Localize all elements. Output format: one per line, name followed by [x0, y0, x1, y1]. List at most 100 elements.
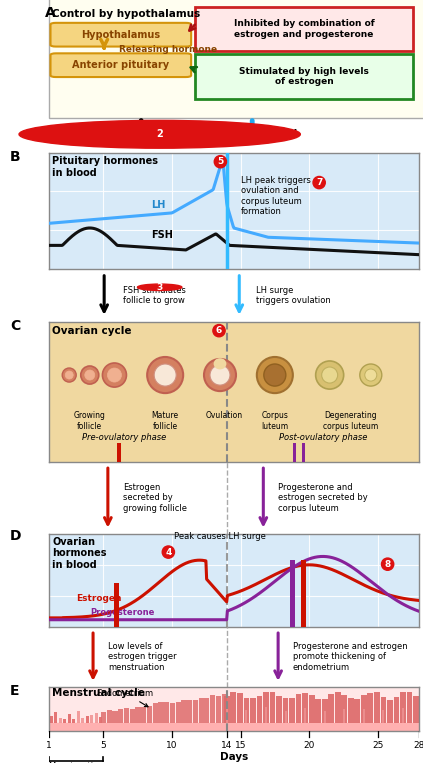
Text: Peak causes LH surge: Peak causes LH surge [174, 532, 266, 541]
Text: 5: 5 [101, 741, 106, 749]
Text: 1: 1 [46, 741, 52, 749]
FancyBboxPatch shape [50, 23, 191, 47]
Bar [309, 696, 315, 723]
Bar [374, 693, 380, 723]
Text: B: B [10, 150, 20, 164]
Bar [50, 716, 53, 723]
Bar [63, 719, 66, 723]
Bar [95, 713, 98, 723]
Bar [129, 709, 135, 723]
Bar [263, 692, 269, 723]
FancyBboxPatch shape [49, 0, 423, 118]
Ellipse shape [102, 363, 126, 387]
Bar [335, 692, 341, 723]
Text: Mature
follicle: Mature follicle [151, 411, 179, 431]
Bar [49, 723, 419, 731]
Bar [170, 703, 175, 723]
Bar [257, 696, 262, 723]
Ellipse shape [107, 368, 121, 382]
Ellipse shape [204, 359, 236, 391]
Bar [90, 715, 93, 723]
Bar [135, 707, 140, 723]
Ellipse shape [360, 364, 382, 386]
Bar [101, 712, 106, 723]
Bar [204, 698, 209, 723]
Bar [55, 713, 58, 723]
Bar [289, 698, 295, 723]
Bar [244, 697, 249, 723]
Text: LH surge
triggers ovulation: LH surge triggers ovulation [256, 285, 331, 305]
Bar [368, 693, 373, 723]
Bar [354, 700, 360, 723]
Bar [216, 696, 221, 723]
Bar [265, 707, 267, 723]
Ellipse shape [65, 371, 73, 379]
Text: Ovulation: Ovulation [206, 411, 243, 420]
Bar [407, 692, 412, 723]
Bar [187, 700, 192, 723]
Text: Inhibited by combination of
estrogen and progesterone: Inhibited by combination of estrogen and… [233, 19, 374, 39]
Ellipse shape [85, 370, 95, 380]
Text: Endometrium: Endometrium [96, 688, 154, 707]
Bar [118, 710, 124, 723]
Text: Control by hypothalamus: Control by hypothalamus [52, 8, 201, 19]
FancyBboxPatch shape [301, 560, 306, 627]
FancyBboxPatch shape [115, 582, 119, 627]
Bar [99, 716, 102, 723]
Bar [68, 713, 71, 723]
Ellipse shape [62, 368, 76, 382]
Text: FSH: FSH [151, 230, 173, 240]
Text: D: D [10, 530, 21, 543]
Bar [222, 694, 227, 723]
Bar [302, 693, 308, 723]
Text: Progesterone and estrogen
promote thickening of
endometrium: Progesterone and estrogen promote thicke… [293, 642, 407, 672]
Bar [402, 707, 404, 723]
Bar [400, 692, 406, 723]
Ellipse shape [210, 365, 230, 385]
Bar [231, 692, 236, 723]
Ellipse shape [154, 364, 176, 386]
Bar [315, 699, 321, 723]
Bar [226, 710, 228, 723]
Bar [363, 709, 365, 723]
Text: Low levels of
estrogen trigger
menstruation: Low levels of estrogen trigger menstruat… [108, 642, 176, 672]
Bar [153, 703, 158, 723]
Ellipse shape [316, 361, 343, 389]
Bar [324, 711, 326, 723]
Text: 3: 3 [157, 283, 163, 291]
Text: LH: LH [151, 200, 166, 211]
Bar [285, 710, 287, 723]
Bar [158, 703, 164, 723]
Text: Days: Days [220, 752, 248, 761]
Bar [86, 716, 89, 723]
Text: LH peak triggers
ovulation and
corpus luteum
formation: LH peak triggers ovulation and corpus lu… [241, 175, 310, 216]
Text: Corpus
luteum: Corpus luteum [261, 411, 288, 431]
Text: Degenerating
corpus luteum: Degenerating corpus luteum [323, 411, 378, 431]
Text: Menstrual cycle: Menstrual cycle [52, 688, 145, 698]
Text: 15: 15 [235, 741, 246, 749]
Text: 10: 10 [166, 741, 178, 749]
Bar [164, 702, 169, 723]
Bar [328, 694, 334, 723]
Circle shape [137, 284, 182, 291]
Ellipse shape [214, 358, 226, 369]
Bar [147, 707, 152, 723]
Text: Progesterone and
estrogen secreted by
corpus luteum: Progesterone and estrogen secreted by co… [278, 483, 368, 513]
Bar [387, 700, 393, 723]
Bar [393, 697, 399, 723]
Text: Ovarian cycle: Ovarian cycle [52, 326, 132, 336]
Bar [381, 697, 386, 723]
Text: 7: 7 [316, 178, 322, 187]
Text: Ovarian
hormones
in blood: Ovarian hormones in blood [52, 537, 107, 570]
Bar [141, 707, 146, 723]
Bar [361, 695, 367, 723]
Text: 14: 14 [221, 741, 233, 749]
Text: 8: 8 [385, 560, 391, 568]
Text: E: E [10, 684, 19, 698]
FancyBboxPatch shape [302, 443, 305, 462]
Bar [382, 710, 385, 723]
Text: Estrogen
secreted by
growing follicle: Estrogen secreted by growing follicle [123, 483, 187, 513]
Bar [59, 718, 62, 723]
Bar [322, 699, 327, 723]
Bar [193, 700, 198, 723]
